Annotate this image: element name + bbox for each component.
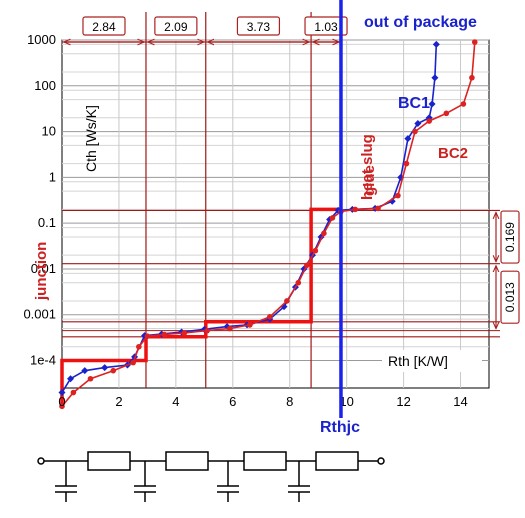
point-bc2	[312, 247, 319, 254]
foster-staircase	[60, 207, 341, 407]
point-bc1	[431, 74, 439, 82]
segment-box	[154, 16, 198, 36]
junction-label: junction	[33, 242, 50, 301]
x-tick-label: 14	[453, 394, 467, 409]
plot-area	[61, 39, 490, 389]
point-bc2	[469, 74, 475, 81]
segment-box	[236, 16, 281, 36]
point-bc2	[130, 359, 136, 366]
right-labels: 0.169 0.013	[496, 210, 520, 329]
grid	[62, 39, 489, 388]
y-tick-label: 100	[34, 78, 56, 93]
point-bc1	[404, 135, 412, 143]
segment-label: 3.73	[247, 20, 271, 34]
point-bc2	[267, 314, 273, 320]
point-bc2	[426, 118, 433, 124]
point-bc2	[181, 330, 188, 336]
point-bc2	[375, 205, 381, 212]
x-tick-label: 4	[172, 394, 179, 409]
point-bc2	[403, 160, 410, 167]
segment-box	[82, 16, 126, 36]
x-tick-label: 12	[396, 394, 410, 409]
point-bc1	[432, 40, 440, 48]
point-bc2	[227, 325, 233, 332]
segment-box	[304, 16, 348, 36]
heat-slug-label: heat slug	[359, 134, 376, 200]
point-bc1	[414, 120, 422, 128]
y-tick-label: 1	[49, 169, 56, 184]
segment-label: 2.09	[164, 20, 188, 34]
point-bc1	[58, 389, 66, 397]
point-bc2	[352, 206, 359, 213]
y-tick-label: 0.1	[38, 215, 56, 230]
point-bc2	[87, 375, 94, 382]
right-label: 0.169	[503, 222, 517, 252]
bc1-label: BC1	[398, 95, 430, 112]
segment-label: 2.84	[92, 20, 116, 34]
x-tick-label: 8	[286, 394, 293, 409]
point-bc2	[70, 389, 77, 396]
point-bc2	[471, 39, 478, 45]
y-axis-label: Cth [Ws/K]	[83, 105, 99, 172]
segment-labels: 2.84 2.09 3.73 1.03	[62, 16, 348, 42]
x-axis-label-box	[382, 350, 482, 372]
point-bc2	[59, 403, 65, 410]
point-bc2	[295, 279, 302, 286]
x-tick-label: 10	[339, 394, 353, 409]
foster-steps	[60, 207, 341, 407]
point-bc1	[67, 375, 75, 383]
segment-label: 1.03	[314, 20, 338, 34]
point-bc2	[247, 322, 253, 328]
point-bc2	[395, 192, 401, 199]
point-bc2	[204, 327, 210, 334]
point-bc2	[460, 101, 467, 107]
point-bc2	[443, 110, 450, 117]
right-box	[500, 210, 520, 264]
bc2-label: BC2	[438, 145, 468, 162]
point-bc2	[136, 343, 142, 350]
y-tick-label: 0.001	[23, 307, 56, 322]
point-bc1	[101, 364, 109, 372]
out-of-package-label: out of package	[364, 14, 477, 31]
glue-label: glue	[361, 165, 378, 196]
point-bc1	[428, 100, 436, 108]
series-layer	[58, 39, 478, 410]
point-bc2	[321, 230, 327, 237]
point-bc2	[304, 262, 310, 269]
point-bc2	[144, 333, 151, 339]
rthjc-label: Rthjc	[320, 419, 360, 436]
point-bc2	[329, 215, 336, 221]
x-axis-label: Rth [K/W]	[388, 353, 448, 369]
tick-labels: 0 2 4 6 8 10 12 14 1000 100 10 1 0.1 0.01 0.001 1e-4	[23, 32, 467, 409]
y-tick-label: 1000	[27, 32, 56, 47]
y-tick-label: 1e-4	[30, 353, 56, 368]
y-tick-label: 10	[42, 124, 56, 139]
point-bc2	[412, 128, 418, 135]
x-tick-label: 6	[229, 394, 236, 409]
rc-network-schematic	[37, 451, 385, 502]
point-bc2	[284, 298, 290, 304]
x-tick-label: 0	[58, 394, 65, 409]
point-bc2	[161, 331, 168, 338]
y-tick-label: 0.01	[31, 261, 56, 276]
right-label: 0.013	[503, 282, 517, 312]
point-bc1	[81, 367, 89, 375]
point-bc2	[110, 367, 117, 374]
right-box	[500, 270, 520, 324]
x-tick-label: 2	[115, 394, 122, 409]
